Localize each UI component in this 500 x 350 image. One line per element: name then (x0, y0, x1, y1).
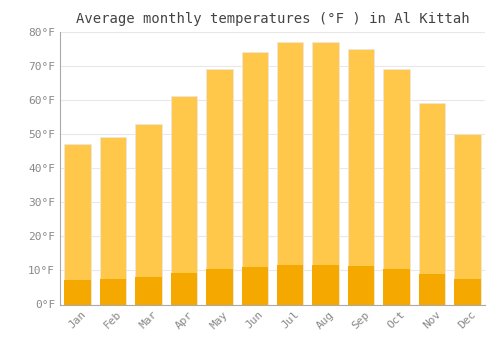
Bar (170, 96, 197, 304)
Bar (242, 52, 268, 304)
Title: Average monthly temperatures (°F ) in Al Kittah: Average monthly temperatures (°F ) in Al… (76, 12, 469, 26)
Bar (312, 42, 339, 304)
Bar (348, 266, 374, 304)
Bar (454, 279, 480, 304)
Bar (136, 277, 162, 304)
Bar (170, 273, 197, 304)
Bar (277, 42, 303, 304)
Bar (383, 69, 409, 304)
Bar (277, 265, 303, 304)
Bar (100, 279, 126, 304)
Bar (418, 274, 445, 304)
Bar (100, 137, 126, 304)
Bar (312, 265, 339, 304)
Bar (383, 269, 409, 304)
Bar (136, 124, 162, 304)
Bar (64, 144, 91, 304)
Bar (64, 280, 91, 304)
Bar (348, 49, 374, 304)
Bar (206, 269, 233, 304)
Bar (418, 103, 445, 304)
Bar (454, 134, 480, 304)
Bar (206, 69, 233, 304)
Bar (242, 267, 268, 304)
